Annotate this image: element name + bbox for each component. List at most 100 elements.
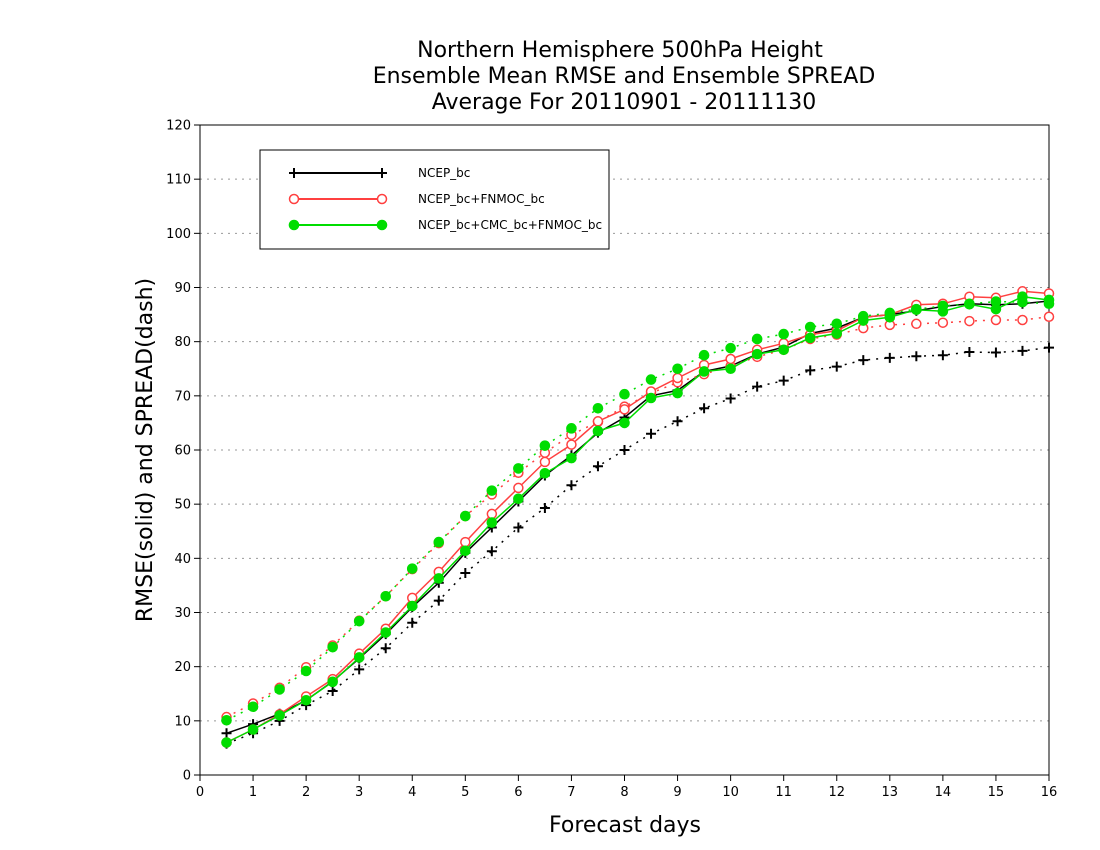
series-1-spread-point — [911, 351, 922, 362]
series-1-spread-point — [619, 445, 630, 455]
y-tick-label: 30 — [174, 606, 191, 621]
series-2-rmse-line — [226, 290, 1050, 744]
series-1-spread-point — [380, 643, 391, 654]
title-line-3: Average For 20110901 - 20111130 — [432, 90, 817, 115]
series-3-rmse-point — [804, 332, 816, 344]
series-2-spread-points — [221, 311, 1055, 723]
series-3-rmse-point — [990, 303, 1002, 315]
series-3-rmse-point — [274, 710, 285, 721]
series-3-rmse-point — [513, 493, 524, 505]
series-3-rmse-point — [300, 694, 312, 706]
series-3-rmse-point — [619, 417, 630, 429]
series-3-spread-point — [751, 333, 763, 345]
series-1-rmse-points — [221, 296, 1054, 739]
series-1-spread-point — [460, 567, 471, 578]
series-1-spread-point — [805, 365, 816, 376]
series-3-rmse-point — [1043, 294, 1055, 306]
series-3-rmse-point — [327, 676, 338, 688]
chart-title: Northern Hemisphere 500hPa Height Ensemb… — [373, 38, 876, 115]
x-tick-label: 10 — [722, 785, 739, 800]
series-3-rmse-point — [884, 311, 896, 323]
series-3-rmse-point — [1017, 291, 1028, 303]
series-1-spread-point — [831, 361, 842, 372]
series-3-rmse-points — [221, 291, 1055, 748]
series-3-spread-point — [406, 563, 418, 574]
series-3-spread-point — [778, 328, 789, 340]
legend-marker — [376, 193, 388, 205]
series-2-rmse-point — [725, 353, 736, 365]
series-2-rmse-point — [619, 404, 630, 415]
series-1-spread-point — [990, 347, 1001, 358]
series-1-spread-point — [513, 522, 524, 533]
series-1-spread-point — [964, 346, 975, 357]
y-tick-label: 40 — [174, 552, 191, 567]
series-1-spread-point — [407, 617, 418, 628]
series-3-spread-point — [831, 318, 843, 330]
series-3-rmse-point — [751, 348, 763, 360]
series-3-rmse-point — [964, 298, 975, 310]
y-axis-label: RMSE(solid) and SPREAD(dash) — [133, 278, 158, 622]
series-3-rmse-point — [566, 452, 577, 464]
x-tick-label: 9 — [673, 785, 681, 800]
series-3-rmse-line — [226, 295, 1050, 744]
series-1-spread-point — [752, 381, 763, 392]
x-tick-label: 4 — [408, 785, 416, 800]
legend-marker — [377, 168, 387, 178]
series-1-spread-point — [1017, 345, 1028, 356]
series-3-rmse-point — [937, 306, 949, 317]
series-3-spread-point — [300, 665, 312, 677]
series-2-rmse-point — [566, 439, 577, 450]
series-3-spread-point — [592, 402, 604, 414]
series-1-spread-point — [884, 352, 895, 363]
series-1-spread-points — [221, 342, 1054, 749]
x-tick-label: 13 — [882, 785, 899, 800]
y-tick-label: 80 — [174, 335, 191, 350]
title-line-1: Northern Hemisphere 500hPa Height — [417, 38, 823, 63]
series-3-rmse-point — [353, 652, 365, 663]
series-1-spread-point — [486, 546, 497, 557]
legend-label: NCEP_bc+CMC_bc+FNMOC_bc — [418, 218, 602, 232]
series-layer — [221, 286, 1055, 749]
series-3-spread-points — [221, 296, 1055, 726]
x-tick-label: 12 — [828, 785, 845, 800]
series-3-rmse-point — [380, 627, 392, 638]
series-1-spread-point — [433, 595, 444, 606]
title-line-2: Ensemble Mean RMSE and Ensemble SPREAD — [373, 64, 876, 89]
x-tick-label: 6 — [514, 785, 522, 800]
y-tick-label: 20 — [174, 660, 191, 675]
legend-marker — [288, 193, 300, 205]
series-3-rmse-point — [725, 363, 736, 375]
series-3-rmse-point — [247, 724, 259, 735]
series-2-rmse-point — [486, 508, 498, 520]
series-3-rmse-point — [831, 328, 843, 339]
series-3-spread-point — [353, 615, 365, 627]
series-3-spread-point — [539, 440, 551, 451]
series-3-spread-point — [725, 342, 736, 354]
x-tick-label: 14 — [935, 785, 952, 800]
series-1-spread-point — [646, 428, 657, 439]
series-3-rmse-point — [592, 425, 604, 437]
series-1-spread-point — [539, 502, 550, 513]
x-tick-label: 0 — [196, 785, 204, 800]
legend-marker — [376, 219, 388, 231]
series-1-spread-point — [566, 480, 577, 491]
series-3-spread-point — [804, 321, 816, 333]
legend-label: NCEP_bc+FNMOC_bc — [418, 192, 545, 206]
y-tick-label: 90 — [174, 281, 191, 296]
series-3-spread-point — [672, 363, 683, 375]
x-tick-label: 11 — [775, 785, 792, 800]
legend-entry-3: NCEP_bc+CMC_bc+FNMOC_bc — [288, 218, 602, 232]
series-3-spread-point — [460, 510, 471, 522]
x-tick-label: 7 — [567, 785, 575, 800]
series-3-rmse-point — [857, 315, 869, 326]
y-tick-label: 10 — [174, 714, 191, 729]
legend-label: NCEP_bc — [418, 166, 470, 180]
series-3-spread-point — [247, 701, 259, 713]
x-tick-label: 5 — [461, 785, 469, 800]
series-3-rmse-point — [406, 600, 418, 612]
x-tick-label: 8 — [620, 785, 628, 800]
series-1-spread-point — [327, 686, 338, 697]
series-1-spread-point — [858, 355, 869, 366]
series-2-rmse-point — [460, 536, 471, 548]
